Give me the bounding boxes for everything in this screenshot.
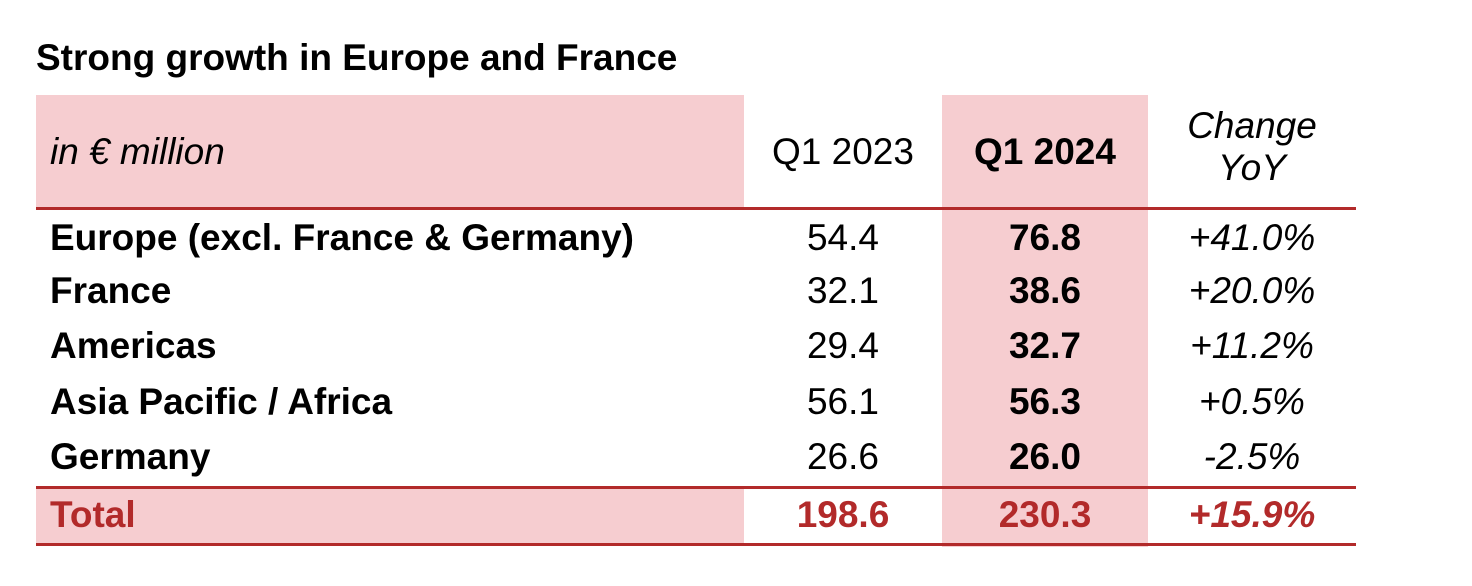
header-change-line1: Change bbox=[1187, 105, 1317, 146]
row-q1-2023-value: 54.4 bbox=[806, 217, 879, 258]
bottom-divider bbox=[36, 543, 1356, 546]
header-change-yoy: Change YoY bbox=[1148, 105, 1356, 189]
row-q1-2024-value: 38.6 bbox=[1008, 270, 1081, 311]
total-label-shading bbox=[36, 486, 744, 545]
row-change-value: +41.0% bbox=[1188, 217, 1316, 258]
row-q1-2023-value: 26.6 bbox=[806, 436, 879, 477]
row-q1-2023-value: 32.1 bbox=[806, 270, 879, 311]
page-title: Strong growth in Europe and France bbox=[36, 37, 678, 78]
row-q1-2023-value: 56.1 bbox=[806, 381, 879, 422]
header-label-shading bbox=[36, 95, 744, 209]
row-q1-2023-value: 29.4 bbox=[806, 325, 879, 366]
row-q1-2024-value: 26.0 bbox=[1008, 436, 1081, 477]
row-change-value: -2.5% bbox=[1203, 436, 1301, 477]
regional-revenue-table: in € million Q1 2023 Q1 2024 Change YoY … bbox=[36, 95, 1356, 547]
row-q1-2024-value: 56.3 bbox=[1008, 381, 1081, 422]
row-change-value: +11.2% bbox=[1190, 325, 1314, 366]
row-label: France bbox=[50, 270, 172, 311]
row-label: Asia Pacific / Africa bbox=[50, 381, 393, 422]
row-label: Europe (excl. France & Germany) bbox=[50, 217, 634, 258]
row-q1-2024-value: 76.8 bbox=[1008, 217, 1081, 258]
header-q1-2024: Q1 2024 bbox=[974, 131, 1116, 172]
header-change-line2: YoY bbox=[1218, 147, 1286, 188]
total-q1-2023-value: 198.6 bbox=[796, 494, 890, 535]
total-label: Total bbox=[50, 494, 136, 535]
table-header-row: in € million Q1 2023 Q1 2024 Change YoY bbox=[36, 95, 1356, 209]
row-label: Americas bbox=[50, 325, 217, 366]
total-divider bbox=[36, 486, 1356, 489]
header-q1-2023: Q1 2023 bbox=[772, 131, 914, 172]
total-q1-2024-value: 230.3 bbox=[998, 494, 1092, 535]
row-label: Germany bbox=[50, 436, 211, 477]
header-unit-label: in € million bbox=[50, 131, 225, 172]
row-q1-2024-value: 32.7 bbox=[1008, 325, 1081, 366]
row-change-value: +20.0% bbox=[1188, 270, 1316, 311]
row-change-value: +0.5% bbox=[1199, 381, 1305, 422]
header-divider bbox=[36, 207, 1356, 210]
total-change-value: +15.9% bbox=[1188, 494, 1316, 535]
q1-2024-column-shading bbox=[942, 95, 1148, 547]
